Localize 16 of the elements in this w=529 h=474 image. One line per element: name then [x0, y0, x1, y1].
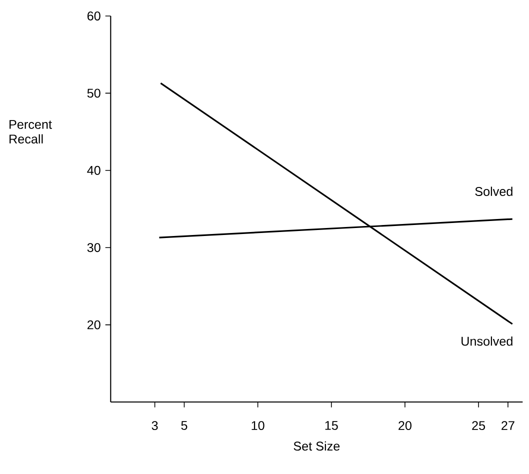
y-tick-label: 20	[87, 320, 100, 330]
x-tick-label: 25	[472, 421, 486, 430]
x-tick-label: 20	[398, 421, 412, 430]
x-tick-label: 10	[252, 421, 264, 430]
y-axis-title: Percent Recall	[10, 120, 52, 144]
series-label: Unsolved	[462, 336, 512, 346]
series-label: Solved	[475, 186, 512, 196]
y-tick-label: 30	[87, 243, 100, 252]
x-axis-title: Set Size	[294, 441, 340, 451]
y-tick-label: 60	[87, 12, 100, 20]
x-tick-label: 27	[502, 421, 514, 430]
x-tick-label: 15	[325, 421, 338, 430]
y-tick-label: 50	[87, 88, 100, 98]
y-tick-label: 40	[87, 166, 100, 175]
x-tick-label: 5	[181, 421, 188, 430]
x-tick-label: 3	[152, 421, 158, 430]
